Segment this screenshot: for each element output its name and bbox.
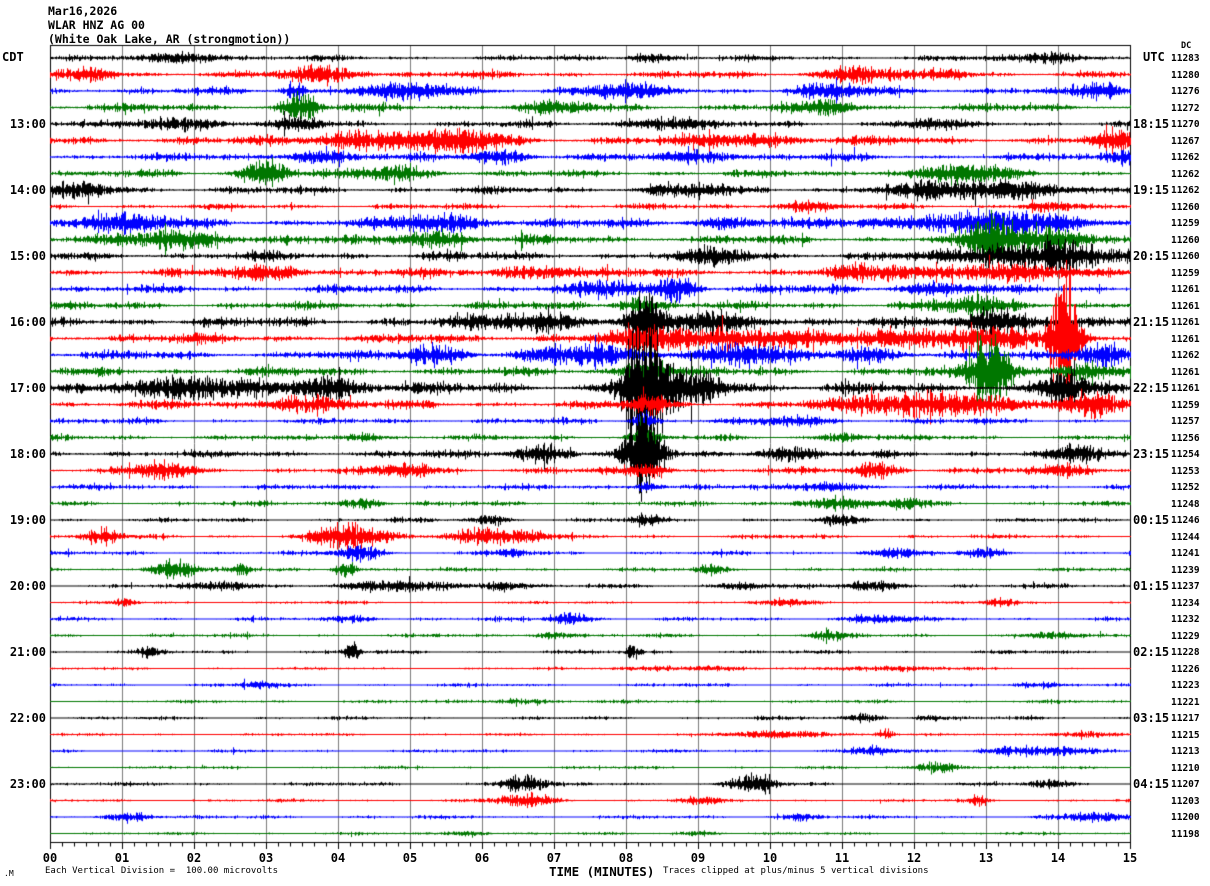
dc-value: 11244 [1171,531,1200,543]
dc-value: 11261 [1171,383,1200,394]
dc-value: 11234 [1171,597,1200,609]
dc-value: 11276 [1171,86,1200,97]
x-tick-label: 09 [690,851,706,865]
cdt-header: CDT [2,50,24,64]
cdt-time-label: 19:00 [9,513,46,527]
utc-time-label: 01:15 [1133,579,1170,593]
dc-value: 11260 [1171,251,1200,262]
utc-time-label: 18:15 [1133,117,1170,131]
dc-value: 11261 [1171,366,1200,378]
dc-value: 11210 [1171,762,1200,774]
station-location: (White Oak Lake, AR (strongmotion)) [48,32,291,46]
dc-value: 11254 [1171,449,1200,460]
utc-time-label: 04:15 [1133,777,1170,791]
cdt-time-label: 21:00 [9,645,46,659]
utc-header: UTC [1143,50,1165,64]
cdt-time-label: 23:00 [9,777,46,791]
x-tick-label: 08 [618,851,634,865]
dc-value: 11262 [1171,350,1200,361]
cdt-time-label: 17:00 [9,381,46,395]
x-tick-label: 04 [330,851,346,865]
x-tick-label: 01 [114,851,130,865]
dc-header: DC [1181,41,1192,51]
dc-value: 11261 [1171,284,1200,295]
dc-value: 11259 [1171,267,1200,279]
dc-value: 11262 [1171,185,1200,196]
x-tick-label: 15 [1122,851,1138,865]
dc-value: 11260 [1171,234,1200,246]
x-tick-label: 14 [1050,851,1066,865]
dc-value: 11261 [1171,317,1200,328]
dc-value: 11241 [1171,548,1200,559]
cdt-time-label: 16:00 [9,315,46,329]
cdt-time-label: 18:00 [9,447,46,461]
x-tick-label: 13 [978,851,994,865]
dc-value: 11237 [1171,581,1200,592]
utc-time-label: 00:15 [1133,513,1170,527]
dc-value: 11252 [1171,482,1200,493]
dc-value: 11215 [1171,729,1200,741]
dc-value: 11262 [1171,168,1200,180]
x-tick-label: 11 [834,851,850,865]
dc-value: 11198 [1171,828,1200,840]
dc-value: 11259 [1171,399,1200,411]
cdt-time-label: 14:00 [9,183,46,197]
dc-value: 11272 [1171,102,1200,114]
utc-time-label: 20:15 [1133,249,1170,263]
cdt-time-label: 22:00 [9,711,46,725]
utc-time-label: 03:15 [1133,711,1170,725]
utc-time-label: 19:15 [1133,183,1170,197]
dc-value: 11257 [1171,416,1200,427]
x-tick-label: 07 [546,851,562,865]
dc-value: 11246 [1171,515,1200,526]
x-tick-label: 00 [42,851,58,865]
dc-value: 11283 [1171,53,1200,64]
dc-value: 11228 [1171,647,1200,658]
dc-value: 11280 [1171,69,1200,81]
dc-value: 11261 [1171,333,1200,345]
vertical-division-note: Each Vertical Division = 100.00 microvol… [45,866,278,876]
plot-date: Mar16,2026 [48,4,118,18]
x-tick-label: 10 [762,851,778,865]
utc-time-label: 21:15 [1133,315,1170,329]
dc-value: 11217 [1171,713,1200,724]
utc-time-label: 02:15 [1133,645,1170,659]
dc-value: 11213 [1171,746,1200,757]
x-axis-title: TIME (MINUTES) [549,864,655,879]
dc-value: 11223 [1171,680,1200,691]
station-code: WLAR HNZ AG 00 [48,18,145,32]
dc-value: 11200 [1171,812,1200,823]
dc-value: 11221 [1171,696,1200,708]
dc-value: 11259 [1171,218,1200,229]
cdt-time-label: 20:00 [9,579,46,593]
dc-value: 11248 [1171,498,1200,510]
dc-value: 11256 [1171,432,1200,444]
clipping-note: Traces clipped at plus/minus 5 vertical … [663,866,929,876]
dc-value: 11207 [1171,779,1200,790]
dc-value: 11203 [1171,795,1200,807]
dc-value: 11229 [1171,630,1200,642]
dc-value: 11232 [1171,614,1200,625]
cdt-time-label: 13:00 [9,117,46,131]
utc-time-label: 23:15 [1133,447,1170,461]
dc-value: 11261 [1171,300,1200,312]
dc-value: 11239 [1171,564,1200,576]
dc-value: 11260 [1171,201,1200,213]
dc-value: 11262 [1171,152,1200,163]
x-tick-label: 02 [186,851,202,865]
dc-value: 11226 [1171,663,1200,675]
watermark: .M [4,869,14,878]
dc-value: 11253 [1171,465,1200,477]
utc-time-label: 22:15 [1133,381,1170,395]
x-tick-label: 12 [906,851,922,865]
cdt-time-label: 15:00 [9,249,46,263]
dc-value: 11267 [1171,135,1200,147]
x-tick-label: 03 [258,851,274,865]
x-tick-label: 05 [402,851,418,865]
x-tick-label: 06 [474,851,490,865]
dc-value: 11270 [1171,119,1200,130]
